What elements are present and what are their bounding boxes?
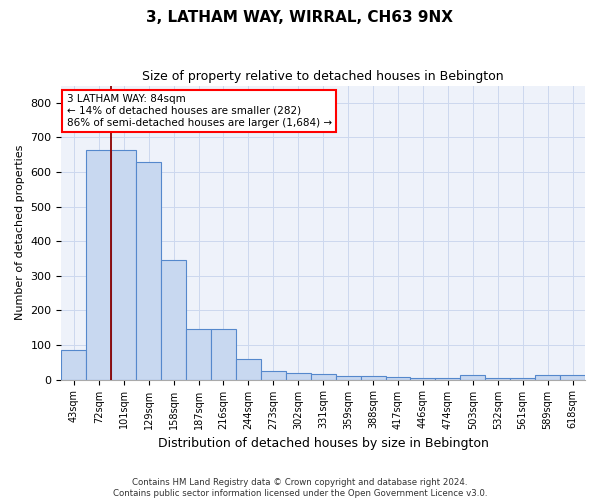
X-axis label: Distribution of detached houses by size in Bebington: Distribution of detached houses by size …: [158, 437, 488, 450]
Bar: [386, 377, 410, 380]
Bar: [560, 376, 585, 380]
Bar: [161, 260, 186, 380]
Bar: [510, 378, 535, 380]
Bar: [211, 330, 236, 380]
Bar: [86, 150, 111, 380]
Bar: [136, 162, 161, 380]
Bar: [236, 359, 261, 380]
Bar: [261, 371, 286, 380]
Bar: [485, 378, 510, 380]
Bar: [61, 350, 86, 380]
Text: 3 LATHAM WAY: 84sqm
← 14% of detached houses are smaller (282)
86% of semi-detac: 3 LATHAM WAY: 84sqm ← 14% of detached ho…: [67, 94, 332, 128]
Bar: [361, 376, 386, 380]
Bar: [410, 378, 436, 380]
Text: Contains HM Land Registry data © Crown copyright and database right 2024.
Contai: Contains HM Land Registry data © Crown c…: [113, 478, 487, 498]
Bar: [286, 374, 311, 380]
Y-axis label: Number of detached properties: Number of detached properties: [15, 145, 25, 320]
Bar: [535, 376, 560, 380]
Bar: [186, 330, 211, 380]
Bar: [460, 376, 485, 380]
Bar: [111, 150, 136, 380]
Bar: [311, 374, 335, 380]
Bar: [335, 376, 361, 380]
Bar: [436, 378, 460, 380]
Text: 3, LATHAM WAY, WIRRAL, CH63 9NX: 3, LATHAM WAY, WIRRAL, CH63 9NX: [146, 10, 454, 25]
Title: Size of property relative to detached houses in Bebington: Size of property relative to detached ho…: [142, 70, 504, 83]
